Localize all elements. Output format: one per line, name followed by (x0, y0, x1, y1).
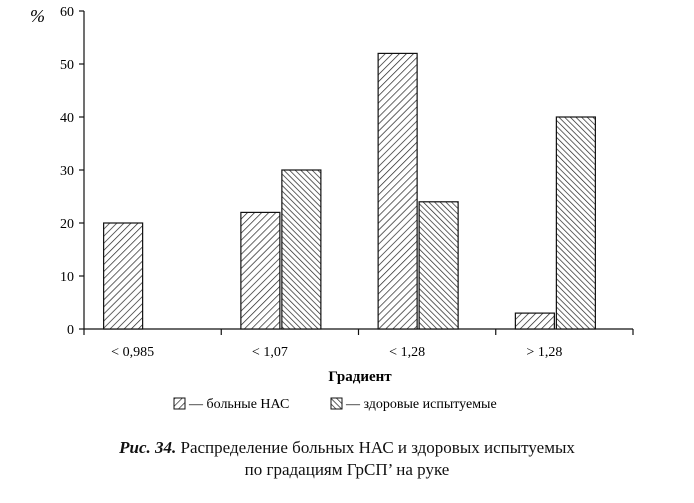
bar-patients (103, 222, 144, 330)
legend-label-patients: — больные НАС (188, 397, 289, 412)
bar-healthy (281, 169, 322, 330)
x-tick-label: > 1,28 (526, 345, 562, 360)
bar-healthy (555, 116, 596, 330)
y-tick-label: 30 (60, 164, 74, 179)
x-tick-label: < 1,07 (252, 345, 288, 360)
y-tick-label: 0 (67, 323, 74, 338)
y-tick-label: 20 (60, 217, 74, 232)
x-tick-label: < 0,985 (111, 345, 154, 360)
legend-label-healthy: — здоровые испытуемые (345, 397, 497, 412)
caption-line-2: по градациям ГрСП’ на руке (244, 460, 450, 479)
legend: — больные НАС — здоровые испытуемые (173, 397, 497, 412)
y-tick-label: 40 (60, 111, 74, 126)
legend-swatch-patients (173, 397, 186, 410)
bar-patients (240, 211, 281, 330)
bar-patients (514, 312, 555, 330)
bar-healthy (418, 201, 459, 330)
figure-caption: Рис. 34. Распределение больных НАС и здо… (0, 437, 694, 481)
bar-patients (377, 52, 418, 330)
legend-swatch-healthy (330, 397, 343, 410)
caption-figure-number: Рис. 34. (119, 438, 177, 457)
y-tick-label: 50 (60, 58, 74, 73)
x-tick-label: < 1,28 (389, 345, 425, 360)
y-tick-label: 60 (60, 5, 74, 20)
x-axis-label: Градиент (328, 369, 392, 385)
y-tick-label: 10 (60, 270, 74, 285)
y-axis-label: % (30, 6, 45, 26)
caption-line-1: Распределение больных НАС и здоровых исп… (180, 438, 575, 457)
